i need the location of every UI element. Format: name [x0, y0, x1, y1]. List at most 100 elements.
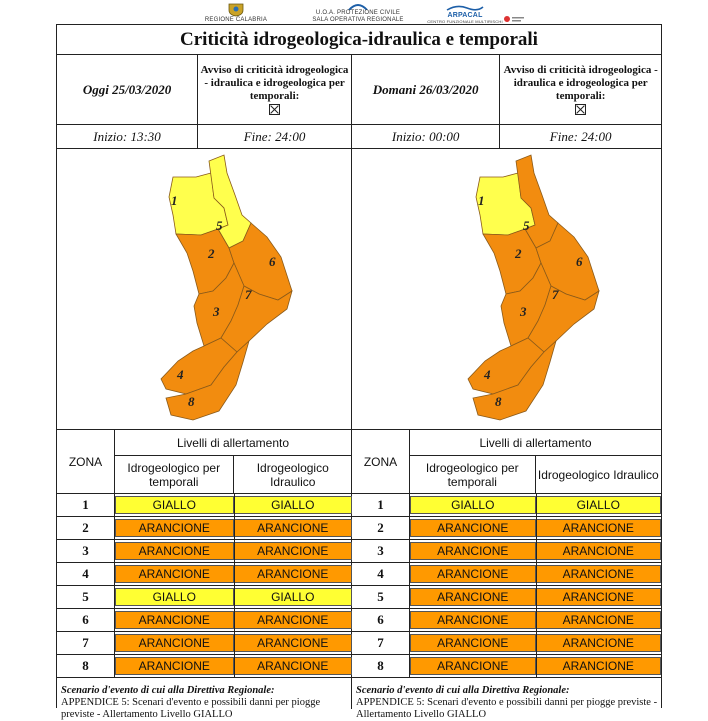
level-idraulico: GIALLO	[535, 496, 661, 514]
regione-caption: REGIONE CALABRIA	[204, 17, 268, 23]
avviso-checkbox-icon	[575, 104, 587, 115]
protezione-caption-2: SALA OPERATIVA REGIONALE	[312, 17, 404, 23]
map-zone-label-6: 6	[269, 254, 276, 269]
arpacal-caption: ARPACAL	[447, 12, 483, 19]
table-row: 5 GIALLO GIALLO	[57, 586, 352, 609]
level-temporali: ARANCIONE	[115, 634, 234, 652]
table-row: 7 ARANCIONE ARANCIONE	[57, 632, 352, 655]
table-row: 2 ARANCIONE ARANCIONE	[57, 517, 352, 540]
level-idraulico: GIALLO	[233, 588, 352, 606]
start-time: Inizio: 00:00	[352, 125, 501, 148]
table-row: 3 ARANCIONE ARANCIONE	[352, 540, 661, 563]
level-temporali: ARANCIONE	[115, 565, 234, 583]
level-idraulico: ARANCIONE	[233, 519, 352, 537]
zona-header: ZONA	[57, 430, 115, 494]
level-idraulico: ARANCIONE	[535, 565, 661, 583]
map-zone-8	[165, 339, 250, 421]
panel-today: Oggi 25/03/2020 Avviso di criticità idrog…	[57, 55, 352, 720]
level-idraulico: ARANCIONE	[233, 542, 352, 560]
cell-divider	[233, 563, 235, 585]
map-zone-label-4: 4	[483, 367, 491, 382]
table-row: 4 ARANCIONE ARANCIONE	[57, 563, 352, 586]
map-zone-7	[527, 285, 600, 353]
level-temporali: ARANCIONE	[410, 565, 536, 583]
row-zona: 6	[57, 609, 115, 631]
level-temporali: ARANCIONE	[410, 634, 536, 652]
map-zone-7	[220, 285, 293, 353]
row-zona: 3	[352, 540, 410, 562]
col-header-idraulico: Idrogeologico Idraulico	[535, 456, 661, 494]
level-temporali: ARANCIONE	[115, 519, 234, 537]
row-zona: 2	[352, 517, 410, 539]
level-temporali: GIALLO	[410, 496, 536, 514]
scenario-title: Scenario d'evento di cui alla Direttiva …	[61, 685, 275, 696]
avviso-notice: Avviso di criticità idrogeologica - idra…	[198, 55, 351, 124]
table-row: 6 ARANCIONE ARANCIONE	[57, 609, 352, 632]
level-idraulico: ARANCIONE	[535, 634, 661, 652]
avviso-notice: Avviso di criticità idrogeologica - idra…	[500, 55, 661, 124]
calabria-map: 1 52 6 3 7 48	[160, 154, 293, 421]
bulletin-title: Criticità idrogeologica-idraulica e temp…	[57, 25, 661, 55]
panel-header: Oggi 25/03/2020 Avviso di criticità idrog…	[57, 55, 351, 125]
protezione-civile-logo: U.O.A. PROTEZIONE CIVILE SALA OPERATIVA …	[303, 0, 413, 24]
map-zone-label-4: 4	[176, 367, 184, 382]
regione-calabria-logo: REGIONE CALABRIA	[200, 0, 272, 24]
col-header-temporali: Idrogeologico per temporali	[115, 456, 234, 494]
level-idraulico: ARANCIONE	[233, 657, 352, 675]
cell-divider	[535, 540, 537, 562]
map-zone-label-8: 8	[188, 394, 195, 409]
map-zone-label-1: 1	[478, 193, 485, 208]
cell-divider	[233, 517, 235, 539]
cell-divider	[233, 632, 235, 654]
avviso-text: Avviso di criticità idrogeologica - idra…	[503, 64, 658, 102]
avviso-text: Avviso di criticità idrogeologica - idra…	[200, 64, 349, 102]
level-idraulico: ARANCIONE	[535, 611, 661, 629]
level-idraulico: ARANCIONE	[535, 542, 661, 560]
cell-divider	[535, 494, 537, 516]
level-temporali: ARANCIONE	[410, 611, 536, 629]
arpacal-logo: ARPACAL CENTRO FUNZIONALE MULTIRISCHI	[427, 0, 503, 24]
map-zone-label-7: 7	[552, 287, 559, 302]
scenario-text: APPENDICE 5: Scenari d'evento e possibil…	[61, 697, 321, 720]
regione-crest-icon	[228, 3, 244, 17]
bulletin-frame: Criticità idrogeologica-idraulica e temp…	[56, 24, 662, 720]
zona-header: ZONA	[352, 430, 410, 494]
map-zone-label-3: 3	[519, 304, 527, 319]
panel-date: Domani 26/03/2020	[352, 55, 501, 124]
map-zone-8	[472, 339, 557, 421]
row-zona: 8	[57, 655, 115, 677]
arpacal-sub-caption: CENTRO FUNZIONALE MULTIRISCHI	[427, 19, 503, 24]
protezione-civile-icon	[348, 4, 368, 10]
table-row: 5 ARANCIONE ARANCIONE	[352, 586, 661, 609]
validity-times: Inizio: 13:30 Fine: 24:00	[57, 125, 351, 149]
cell-divider	[233, 540, 235, 562]
level-idraulico: ARANCIONE	[535, 657, 661, 675]
cell-divider	[535, 632, 537, 654]
table-row: 1 GIALLO GIALLO	[352, 494, 661, 517]
level-temporali: ARANCIONE	[410, 657, 536, 675]
logo-bar: REGIONE CALABRIA U.O.A. PROTEZIONE CIVIL…	[0, 0, 708, 24]
row-zona: 8	[352, 655, 410, 677]
table-row: 3 ARANCIONE ARANCIONE	[57, 540, 352, 563]
row-zona: 2	[57, 517, 115, 539]
cell-divider	[233, 609, 235, 631]
map-zone-label-5: 5	[216, 218, 223, 233]
row-zona: 7	[57, 632, 115, 654]
col-header-idraulico: Idrogeologico Idraulico	[233, 456, 352, 494]
level-temporali: GIALLO	[115, 496, 234, 514]
level-idraulico: ARANCIONE	[535, 519, 661, 537]
row-zona: 3	[57, 540, 115, 562]
avviso-checkbox-icon	[269, 104, 281, 115]
col-header-temporali: Idrogeologico per temporali	[410, 456, 536, 494]
level-temporali: ARANCIONE	[115, 611, 234, 629]
panel-date: Oggi 25/03/2020	[57, 55, 199, 124]
level-temporali: ARANCIONE	[410, 588, 536, 606]
level-idraulico: ARANCIONE	[233, 634, 352, 652]
cell-divider	[535, 609, 537, 631]
level-idraulico: ARANCIONE	[233, 611, 352, 629]
end-time: Fine: 24:00	[243, 128, 306, 144]
cell-divider	[535, 655, 537, 677]
calabria-map: 1 52 6 3 7 48	[467, 154, 600, 421]
cell-divider	[535, 517, 537, 539]
